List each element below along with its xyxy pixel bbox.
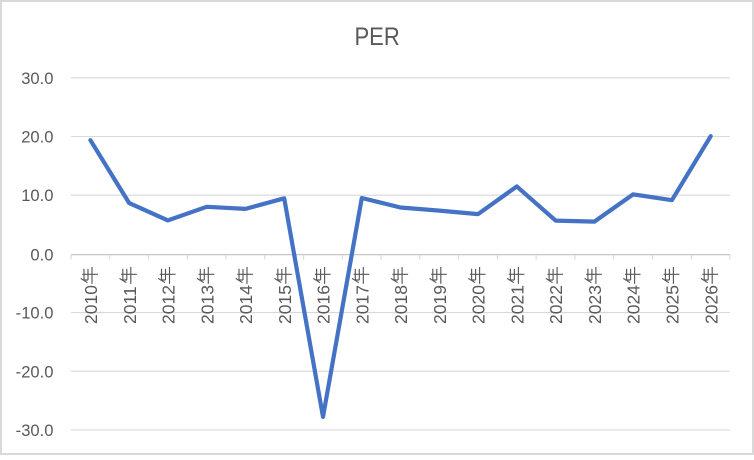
svg-text:2026: 2026: [701, 285, 721, 324]
svg-text:2010: 2010: [81, 285, 101, 324]
svg-text:2015: 2015: [275, 285, 295, 324]
svg-text:2024: 2024: [624, 285, 644, 324]
svg-text:2012: 2012: [159, 285, 179, 324]
svg-text:2013: 2013: [197, 285, 217, 324]
svg-text:-30.0: -30.0: [16, 421, 54, 440]
svg-text:2019: 2019: [430, 285, 450, 324]
svg-text:2025: 2025: [663, 285, 683, 324]
svg-text:2020: 2020: [469, 285, 489, 324]
svg-text:20.0: 20.0: [21, 128, 53, 147]
svg-text:-20.0: -20.0: [16, 362, 54, 381]
svg-text:2021: 2021: [508, 285, 528, 324]
svg-text:-10.0: -10.0: [16, 304, 54, 323]
svg-text:PER: PER: [354, 23, 399, 51]
svg-text:2023: 2023: [585, 285, 605, 324]
svg-text:2017: 2017: [352, 285, 372, 324]
svg-text:2011: 2011: [120, 286, 140, 324]
svg-text:2014: 2014: [236, 285, 256, 324]
svg-text:30.0: 30.0: [21, 69, 53, 88]
svg-text:0.0: 0.0: [30, 245, 53, 264]
svg-text:2016: 2016: [314, 285, 334, 324]
svg-text:2022: 2022: [546, 285, 566, 324]
svg-text:2018: 2018: [391, 285, 411, 324]
svg-text:10.0: 10.0: [21, 186, 53, 205]
